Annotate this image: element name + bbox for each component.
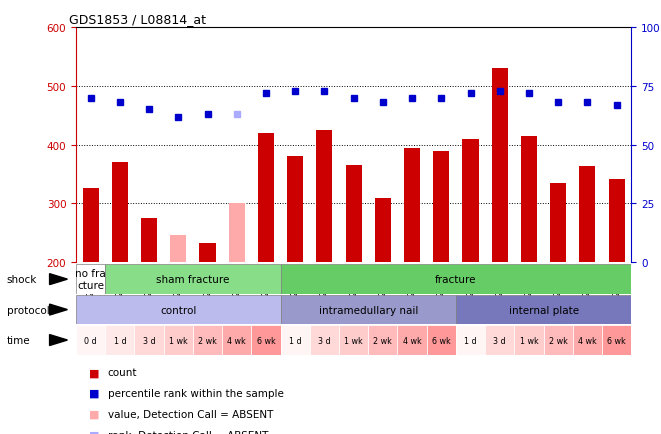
Bar xyxy=(602,326,631,355)
Polygon shape xyxy=(50,304,67,316)
Bar xyxy=(229,204,245,263)
Text: 6 wk: 6 wk xyxy=(432,336,451,345)
Polygon shape xyxy=(50,335,67,346)
Text: percentile rank within the sample: percentile rank within the sample xyxy=(108,388,284,398)
Text: sham fracture: sham fracture xyxy=(156,275,229,284)
Bar xyxy=(346,166,362,263)
Bar xyxy=(485,326,514,355)
Text: no fra
cture: no fra cture xyxy=(75,269,106,290)
Text: 1 wk: 1 wk xyxy=(169,336,188,345)
Text: 4 wk: 4 wk xyxy=(403,336,422,345)
Bar xyxy=(427,326,456,355)
Bar xyxy=(609,179,625,263)
Bar xyxy=(310,326,339,355)
Text: 1 wk: 1 wk xyxy=(520,336,538,345)
Bar xyxy=(573,326,602,355)
Bar xyxy=(463,139,479,263)
Text: 6 wk: 6 wk xyxy=(256,336,276,345)
Text: 2 wk: 2 wk xyxy=(549,336,568,345)
Bar xyxy=(105,326,134,355)
Bar xyxy=(514,326,543,355)
Bar xyxy=(76,295,280,325)
Bar xyxy=(521,137,537,263)
Bar xyxy=(375,198,391,263)
Text: 1 wk: 1 wk xyxy=(344,336,363,345)
Bar xyxy=(543,326,573,355)
Bar xyxy=(83,188,98,263)
Text: 1 d: 1 d xyxy=(464,336,477,345)
Text: 2 wk: 2 wk xyxy=(373,336,392,345)
Text: count: count xyxy=(108,368,137,377)
Polygon shape xyxy=(50,274,67,285)
Bar xyxy=(456,295,631,325)
Text: intramedullary nail: intramedullary nail xyxy=(319,305,418,315)
Text: value, Detection Call = ABSENT: value, Detection Call = ABSENT xyxy=(108,409,273,419)
Bar xyxy=(317,131,332,263)
Bar xyxy=(222,326,251,355)
Bar xyxy=(164,326,193,355)
Text: 4 wk: 4 wk xyxy=(227,336,246,345)
Text: time: time xyxy=(7,335,30,345)
Bar xyxy=(105,265,280,294)
Text: protocol: protocol xyxy=(7,305,50,315)
Text: 0 d: 0 d xyxy=(85,336,97,345)
Text: internal plate: internal plate xyxy=(508,305,578,315)
Bar xyxy=(404,148,420,263)
Bar xyxy=(456,326,485,355)
Bar xyxy=(280,265,631,294)
Text: 1 d: 1 d xyxy=(289,336,301,345)
Bar xyxy=(580,167,596,263)
Bar xyxy=(171,236,186,263)
Bar xyxy=(141,219,157,263)
Bar xyxy=(258,134,274,263)
Text: fracture: fracture xyxy=(435,275,477,284)
Bar xyxy=(433,151,449,263)
Text: ■: ■ xyxy=(89,368,100,377)
Text: 1 d: 1 d xyxy=(114,336,126,345)
Bar xyxy=(193,326,222,355)
Bar xyxy=(76,265,105,294)
Text: control: control xyxy=(160,305,196,315)
Text: 3 d: 3 d xyxy=(494,336,506,345)
Text: shock: shock xyxy=(7,275,37,284)
Bar xyxy=(112,162,128,263)
Bar xyxy=(280,295,456,325)
Bar xyxy=(339,326,368,355)
Text: ■: ■ xyxy=(89,430,100,434)
Text: 6 wk: 6 wk xyxy=(607,336,626,345)
Text: ■: ■ xyxy=(89,409,100,419)
Bar xyxy=(368,326,397,355)
Text: rank, Detection Call = ABSENT: rank, Detection Call = ABSENT xyxy=(108,430,268,434)
Text: 4 wk: 4 wk xyxy=(578,336,597,345)
Bar xyxy=(550,184,566,263)
Text: ■: ■ xyxy=(89,388,100,398)
Text: GDS1853 / L08814_at: GDS1853 / L08814_at xyxy=(69,13,206,26)
Bar xyxy=(287,157,303,263)
Bar xyxy=(251,326,280,355)
Text: 3 d: 3 d xyxy=(318,336,330,345)
Bar xyxy=(492,69,508,263)
Bar xyxy=(280,326,310,355)
Text: 2 wk: 2 wk xyxy=(198,336,217,345)
Bar xyxy=(397,326,427,355)
Bar xyxy=(134,326,164,355)
Bar xyxy=(76,326,105,355)
Text: 3 d: 3 d xyxy=(143,336,155,345)
Bar xyxy=(200,244,215,263)
